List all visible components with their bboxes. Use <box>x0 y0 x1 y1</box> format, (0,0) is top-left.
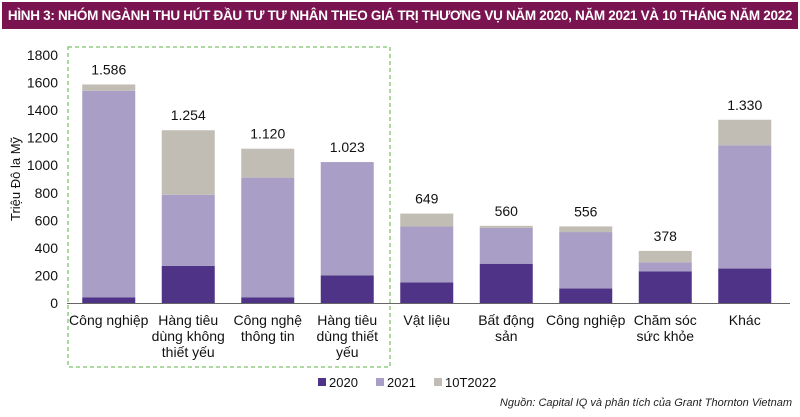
category-label: Công nghiệp <box>69 312 149 328</box>
bar-segment-10T2022 <box>400 213 454 227</box>
bar-segment-2020 <box>82 297 136 303</box>
total-label: 1.586 <box>91 61 126 77</box>
bar-segment-2021 <box>320 162 374 276</box>
total-label: 1.120 <box>250 126 285 142</box>
bar-segment-2021 <box>82 90 136 298</box>
bar-segment-10T2022 <box>718 119 772 146</box>
legend-swatch-10T2022 <box>434 378 442 386</box>
category-label: thiết yếu <box>162 344 215 360</box>
bar-segment-2021 <box>559 232 613 289</box>
bar-segment-10T2022 <box>638 250 692 263</box>
bar-segment-10T2022 <box>82 84 136 91</box>
legend-swatch-2021 <box>376 378 384 386</box>
category-label: Khác <box>729 312 761 328</box>
figure-title: HÌNH 3: NHÓM NGÀNH THU HÚT ĐẦU TƯ TƯ NHÂ… <box>2 2 798 29</box>
total-label: 556 <box>574 203 598 219</box>
y-tick-label: 600 <box>35 212 59 228</box>
bar-segment-10T2022 <box>559 226 613 233</box>
y-tick-label: 1800 <box>27 47 58 63</box>
category-label: Vật liệu <box>403 312 450 328</box>
total-label: 1.330 <box>727 97 762 113</box>
category-label: dùng thiết <box>317 328 379 344</box>
y-tick-label: 1600 <box>27 75 58 91</box>
category-label: Bất động <box>478 312 534 328</box>
bar-segment-2020 <box>400 282 454 303</box>
legend-swatch-2020 <box>318 378 326 386</box>
bar-segment-2021 <box>638 262 692 272</box>
bar-segment-2021 <box>241 177 295 298</box>
bar-segment-2020 <box>161 265 215 303</box>
category-label: sản <box>495 328 518 344</box>
category-label: Chăm sóc <box>634 312 697 328</box>
total-label: 1.254 <box>171 107 206 123</box>
bar-segment-2020 <box>479 263 533 303</box>
y-tick-label: 0 <box>50 295 58 311</box>
total-label: 378 <box>654 228 678 244</box>
legend-label: 10T2022 <box>445 375 496 390</box>
y-tick-label: 1000 <box>27 157 58 173</box>
y-tick-label: 800 <box>35 185 59 201</box>
legend-label: 2020 <box>329 375 358 390</box>
bar-segment-10T2022 <box>161 130 215 195</box>
y-tick-label: 1200 <box>27 130 58 146</box>
bar-segment-2020 <box>638 271 692 303</box>
category-label: yếu <box>336 344 359 360</box>
total-label: 649 <box>415 191 439 207</box>
y-tick-label: 400 <box>35 240 59 256</box>
bar-segment-2021 <box>479 227 533 264</box>
legend-label: 2021 <box>387 375 416 390</box>
bar-segment-2021 <box>161 194 215 266</box>
bar-segment-2020 <box>559 288 613 303</box>
category-label: Hàng tiêu <box>158 312 218 328</box>
category-label: thông tin <box>241 328 295 344</box>
category-label: Công nghệ <box>233 312 302 328</box>
bar-segment-2021 <box>718 145 772 269</box>
category-label: Hàng tiêu <box>317 312 377 328</box>
total-label: 560 <box>495 203 519 219</box>
bar-segment-10T2022 <box>241 148 295 178</box>
bar-segment-2020 <box>718 268 772 303</box>
category-label: sức khỏe <box>636 328 694 344</box>
y-tick-label: 1400 <box>27 102 58 118</box>
total-label: 1.023 <box>330 139 365 155</box>
highlight-box <box>67 46 391 368</box>
category-label: dùng không <box>152 328 225 344</box>
y-axis-label: Triệu Đô la Mỹ <box>8 136 23 221</box>
y-tick-label: 200 <box>35 267 59 283</box>
bar-segment-2021 <box>400 226 454 283</box>
bar-segment-10T2022 <box>479 225 533 228</box>
bar-segment-2020 <box>320 275 374 303</box>
source-note: Nguồn: Capital IQ và phân tích của Grant… <box>499 397 792 409</box>
bar-segment-2020 <box>241 297 295 303</box>
category-label: Công nghiệp <box>546 312 626 328</box>
